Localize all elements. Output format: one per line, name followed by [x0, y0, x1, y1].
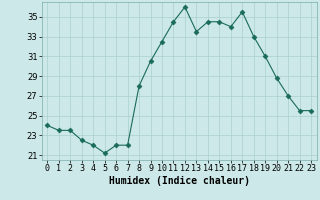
X-axis label: Humidex (Indice chaleur): Humidex (Indice chaleur)	[109, 176, 250, 186]
